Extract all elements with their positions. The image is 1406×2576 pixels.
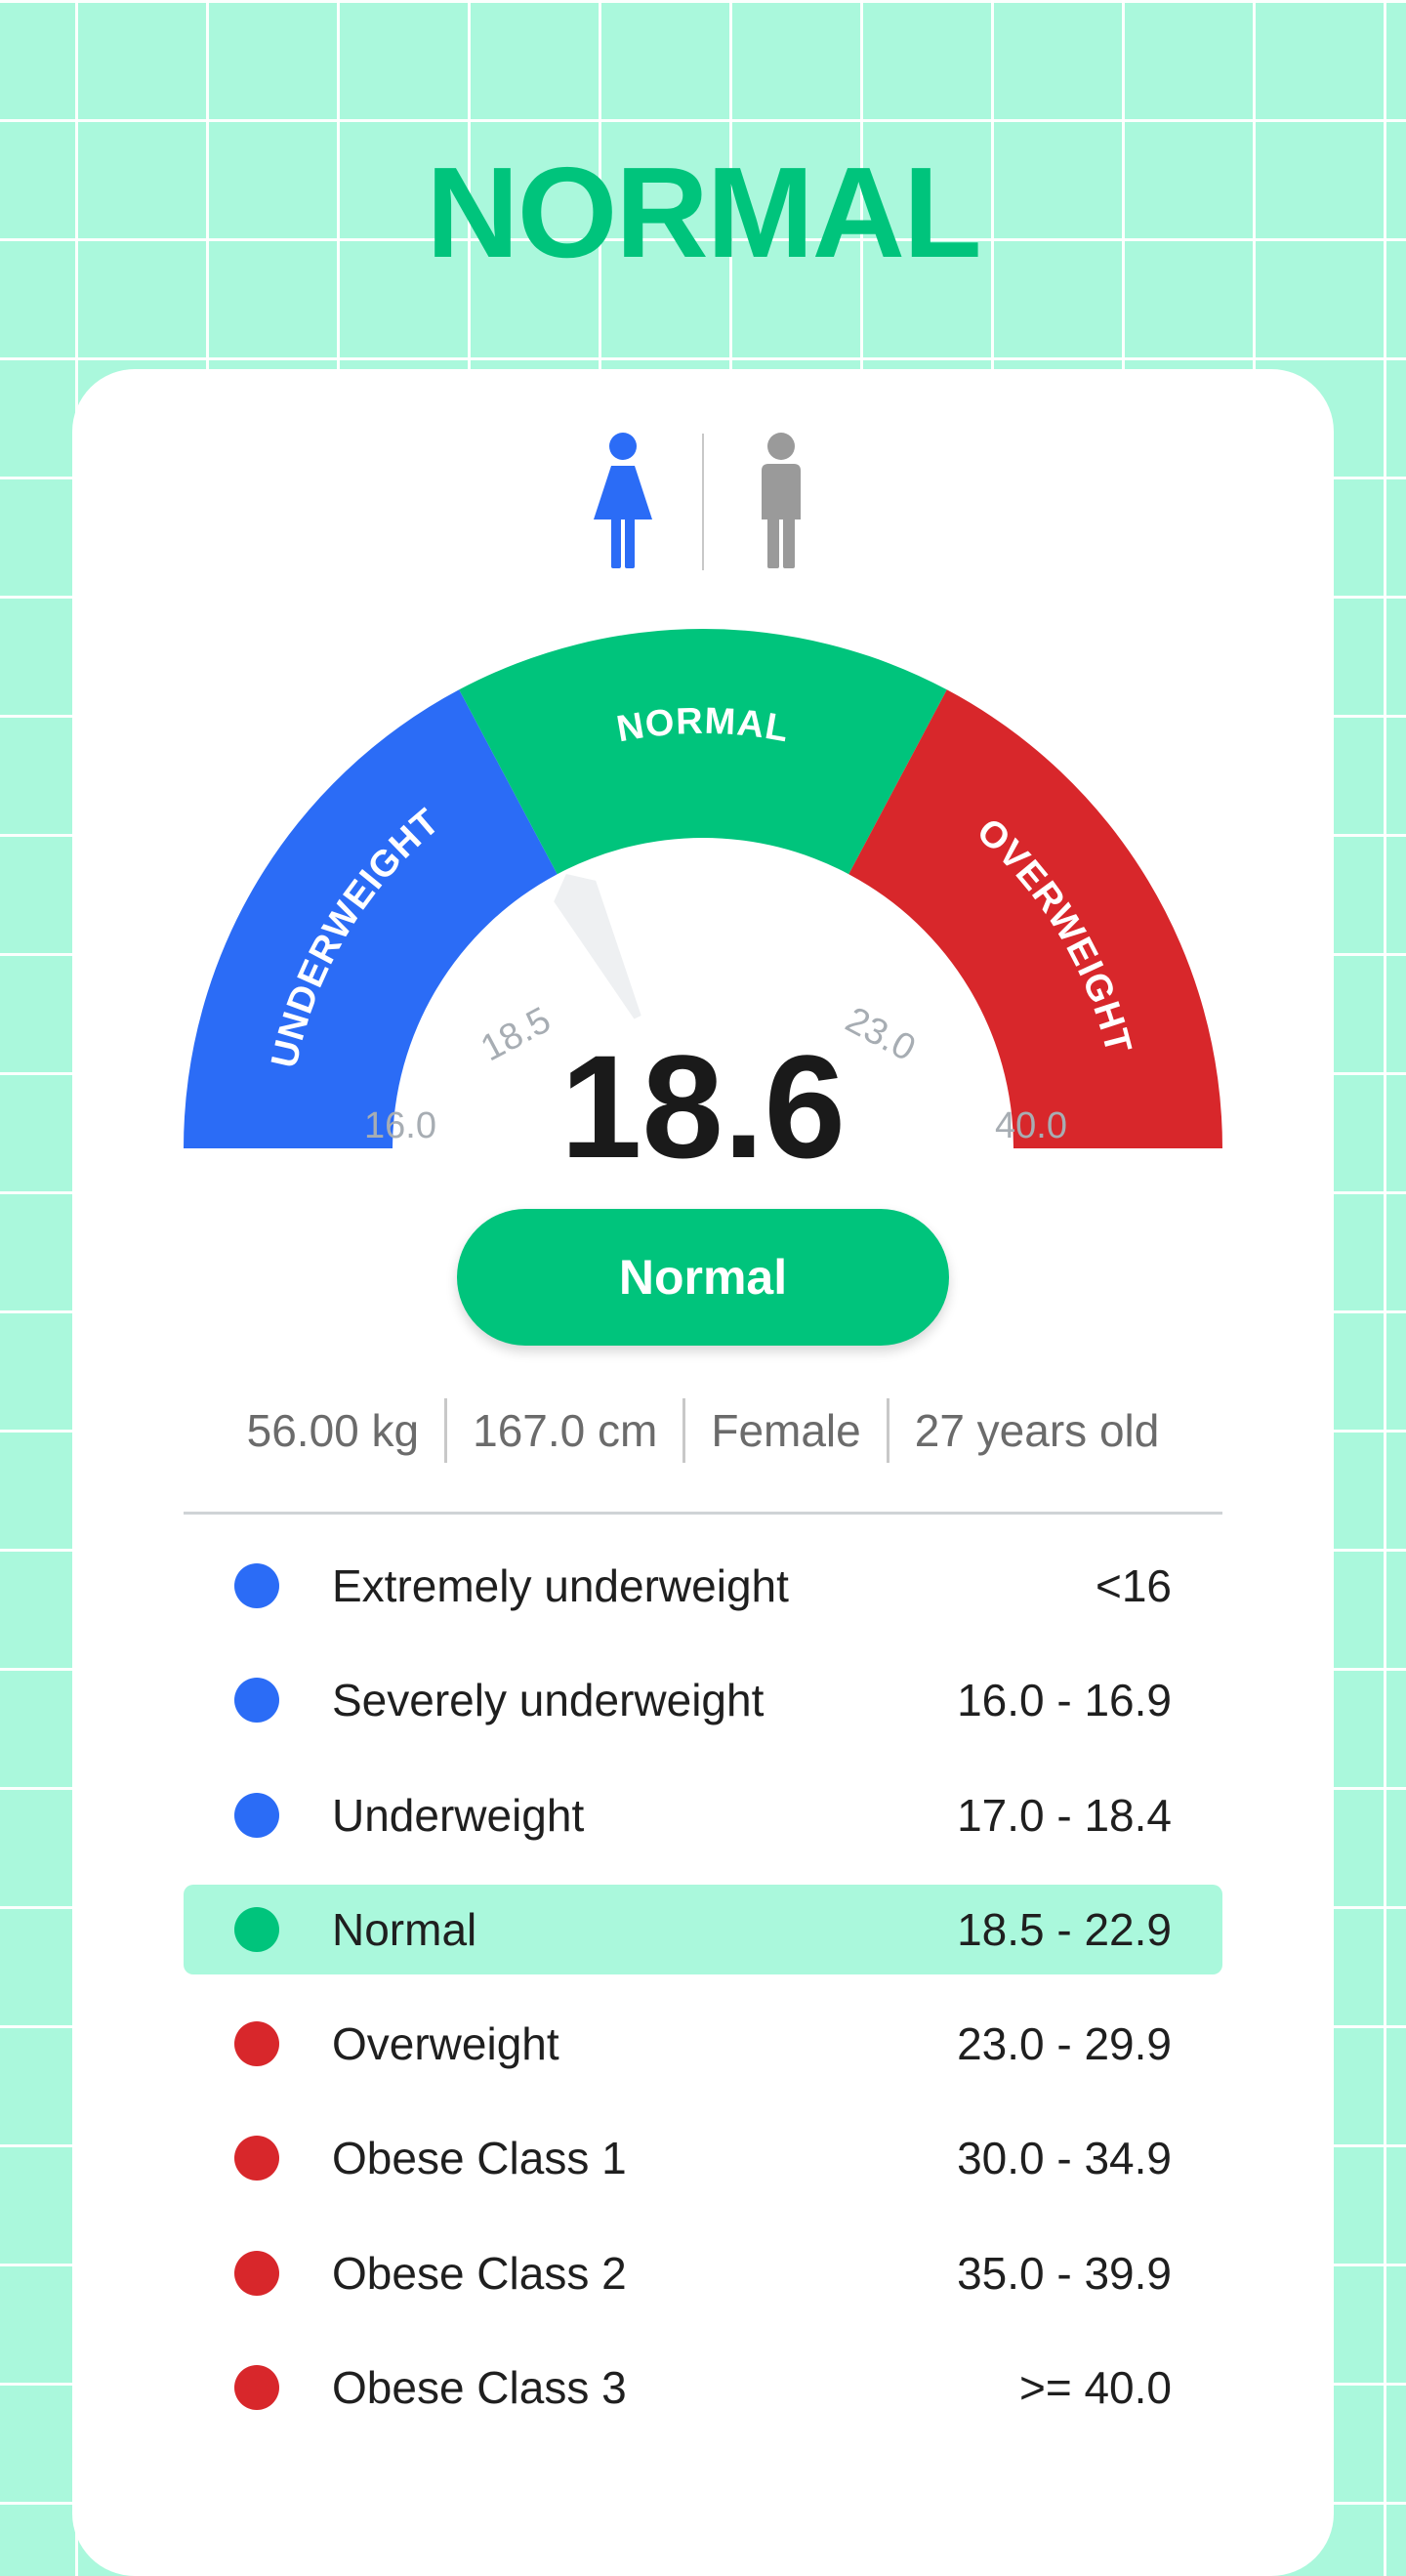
range-dot (234, 2365, 279, 2411)
range-value: 17.0 - 18.4 (957, 1789, 1172, 1841)
range-value: 18.5 - 22.9 (957, 1903, 1172, 1955)
gauge-tick-40: 40.0 (995, 1105, 1067, 1146)
range-label: Normal (332, 1903, 477, 1955)
height-stat: 167.0 cm (473, 1405, 658, 1456)
range-value: <16 (1095, 1560, 1172, 1611)
section-divider (184, 1512, 1222, 1515)
male-icon (762, 433, 801, 568)
female-icon (594, 433, 652, 568)
bmi-gauge: UNDERWEIGHT NORMAL OVERWEIGHT 16.0 18.5 … (145, 613, 1261, 1160)
gauge-tick-16: 16.0 (364, 1105, 436, 1146)
range-value: 23.0 - 29.9 (957, 2018, 1172, 2070)
range-dot (234, 1792, 279, 1838)
range-label: Obese Class 2 (332, 2247, 627, 2299)
range-label: Overweight (332, 2018, 559, 2070)
bmi-range-list: Extremely underweight <16 Severely under… (184, 1541, 1222, 2457)
range-label: Obese Class 1 (332, 2133, 627, 2184)
sex-stat: Female (711, 1405, 861, 1456)
age-stat: 27 years old (914, 1405, 1160, 1456)
range-label: Obese Class 3 (332, 2362, 627, 2414)
bmi-result-card: UNDERWEIGHT NORMAL OVERWEIGHT 16.0 18.5 … (72, 369, 1334, 2576)
range-row: Obese Class 1 30.0 - 34.9 (184, 2113, 1222, 2203)
male-gender-button[interactable] (732, 430, 830, 576)
range-dot (234, 1678, 279, 1724)
range-value: 30.0 - 34.9 (957, 2133, 1172, 2184)
range-dot (234, 2021, 279, 2067)
range-row: Severely underweight 16.0 - 16.9 (184, 1655, 1222, 1745)
range-row: Underweight 17.0 - 18.4 (184, 1770, 1222, 1860)
category-badge: Normal (457, 1209, 949, 1346)
gauge-segment-underweight (184, 689, 558, 1148)
range-row: Obese Class 3 >= 40.0 (184, 2343, 1222, 2432)
gauge-chart: UNDERWEIGHT NORMAL OVERWEIGHT 16.0 18.5 … (184, 629, 1222, 1148)
range-dot (234, 1906, 279, 1952)
range-dot (234, 1563, 279, 1608)
gauge-needle (554, 874, 641, 1019)
range-value: 16.0 - 16.9 (957, 1675, 1172, 1726)
range-row: Normal 18.5 - 22.9 (184, 1884, 1222, 1974)
category-headline: NORMAL (426, 141, 981, 284)
range-row: Overweight 23.0 - 29.9 (184, 1999, 1222, 2089)
gauge-segment-normal (459, 629, 947, 875)
range-row: Obese Class 2 35.0 - 39.9 (184, 2228, 1222, 2318)
range-label: Severely underweight (332, 1675, 765, 1726)
weight-stat: 56.00 kg (246, 1405, 420, 1456)
range-row: Extremely underweight <16 (184, 1541, 1222, 1631)
bmi-value: 18.6 (560, 1024, 846, 1188)
stat-separator (886, 1398, 889, 1463)
range-label: Underweight (332, 1789, 585, 1841)
stat-separator (682, 1398, 686, 1463)
range-label: Extremely underweight (332, 1560, 789, 1611)
range-value: 35.0 - 39.9 (957, 2247, 1172, 2299)
range-dot (234, 2136, 279, 2181)
female-gender-button[interactable] (574, 430, 672, 576)
gender-toggle (72, 430, 1334, 576)
range-dot (234, 2250, 279, 2296)
user-stats: 56.00 kg 167.0 cm Female 27 years old (72, 1396, 1334, 1465)
stat-separator (444, 1398, 448, 1463)
gender-divider (702, 434, 704, 570)
gauge-segment-overweight (848, 689, 1222, 1148)
range-value: >= 40.0 (1018, 2362, 1172, 2414)
